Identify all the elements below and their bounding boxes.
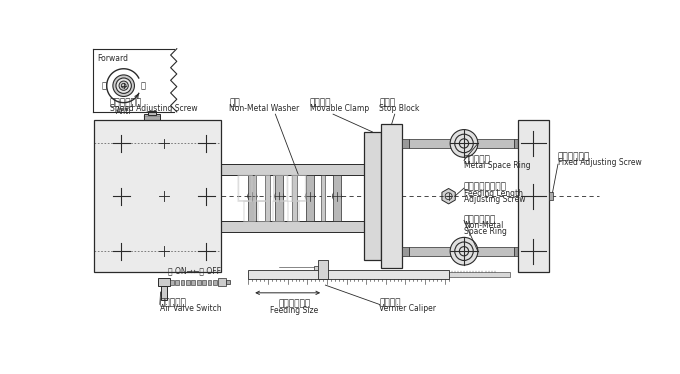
Text: Forward: Forward [97, 54, 129, 63]
Bar [318, 260, 328, 279]
Text: 擋止塊: 擋止塊 [379, 98, 396, 107]
Bar [265, 175, 270, 221]
Bar [321, 175, 326, 221]
Text: Non-Metal: Non-Metal [464, 221, 503, 230]
Text: Feeding Size: Feeding Size [271, 306, 319, 315]
Circle shape [521, 239, 545, 264]
Bar [181, 280, 184, 285]
Text: 反: 反 [140, 81, 146, 90]
Circle shape [521, 131, 545, 156]
Bar [202, 280, 206, 285]
Text: 速度調整螺絲: 速度調整螺絲 [109, 98, 142, 107]
Bar [218, 278, 226, 286]
Circle shape [113, 75, 135, 96]
Bar [409, 139, 514, 148]
Text: 送料所需尺寸: 送料所需尺寸 [279, 300, 311, 309]
Text: 墊圈: 墊圈 [229, 98, 240, 107]
Text: Movable Clamp: Movable Clamp [310, 104, 369, 113]
Bar [222, 221, 364, 232]
Bar [144, 114, 160, 121]
Circle shape [450, 237, 478, 265]
Bar [381, 124, 403, 268]
Bar [222, 164, 364, 175]
Text: Stop Block: Stop Block [379, 104, 420, 113]
Bar [275, 175, 283, 221]
Text: Feeding Length: Feeding Length [464, 189, 523, 198]
Text: Adjusting Screw: Adjusting Screw [464, 195, 526, 204]
Text: 空氣閥開關: 空氣閥開關 [160, 298, 187, 307]
Bar [197, 280, 201, 285]
Bar [403, 246, 409, 256]
Circle shape [119, 81, 129, 90]
Bar [314, 266, 318, 270]
Circle shape [521, 184, 545, 209]
Bar [449, 272, 510, 277]
Bar [518, 120, 549, 272]
Polygon shape [154, 240, 173, 262]
Circle shape [116, 78, 131, 94]
Text: 固定微調螺絲: 固定微調螺絲 [558, 152, 590, 161]
Polygon shape [154, 133, 173, 154]
Text: 司徒機械: 司徒機械 [241, 199, 301, 223]
Text: 正: 正 [102, 81, 107, 90]
Text: Speed Adjusting Screw: Speed Adjusting Screw [109, 104, 197, 113]
Polygon shape [442, 188, 456, 204]
Text: Non-Metal Washer: Non-Metal Washer [229, 104, 299, 113]
Bar [213, 280, 217, 285]
Text: 開 ON→←關 OFF: 開 ON→←關 OFF [167, 266, 220, 275]
Bar [95, 120, 222, 272]
Bar [248, 175, 256, 221]
Bar [148, 111, 156, 115]
Text: Air Valve Switch: Air Valve Switch [160, 304, 222, 313]
Bar [514, 246, 519, 256]
Bar [364, 132, 381, 260]
Bar [192, 280, 195, 285]
Text: 非金屬間隔環: 非金屬間隔環 [464, 215, 496, 224]
Bar [207, 280, 211, 285]
Text: 移動夾板: 移動夾板 [310, 98, 332, 107]
Bar [403, 139, 409, 148]
Circle shape [450, 129, 478, 157]
Bar [226, 280, 230, 284]
Bar [549, 192, 553, 200]
Text: Metal Space Ring: Metal Space Ring [464, 161, 530, 170]
Bar [160, 286, 167, 300]
Bar [170, 280, 173, 285]
Bar [306, 175, 314, 221]
Text: 亞士達機: 亞士達機 [235, 173, 308, 202]
Text: Fixed Adjusting Screw: Fixed Adjusting Screw [558, 158, 642, 167]
Text: Anti: Anti [116, 107, 131, 116]
Bar [409, 246, 514, 256]
Text: Space Ring: Space Ring [464, 227, 507, 236]
Text: Vernier Caliper: Vernier Caliper [379, 304, 437, 313]
Text: 送料長度微調螺絲: 送料長度微調螺絲 [464, 183, 507, 191]
Bar [248, 270, 449, 279]
Text: 金屬間隔環: 金屬間隔環 [464, 155, 491, 164]
Bar [186, 280, 190, 285]
Bar [175, 280, 179, 285]
Bar [158, 278, 170, 286]
Bar [514, 139, 519, 148]
Text: 游標卡尺: 游標卡尺 [379, 298, 401, 307]
Polygon shape [154, 186, 173, 207]
Bar [333, 175, 341, 221]
Bar [292, 175, 297, 221]
